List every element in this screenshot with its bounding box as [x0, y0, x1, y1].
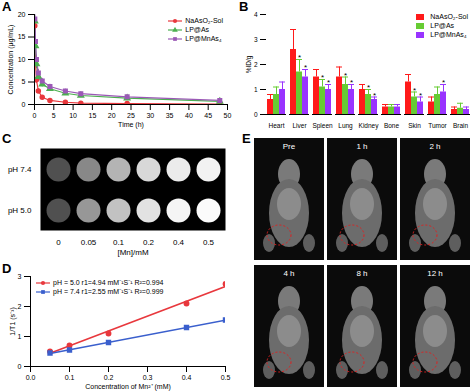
svg-text:Tumor: Tumor [428, 122, 447, 129]
svg-text:2: 2 [254, 61, 258, 68]
svg-text:%ID/g: %ID/g [245, 55, 253, 73]
svg-text:3: 3 [18, 273, 22, 280]
svg-text:*: * [367, 83, 370, 92]
svg-text:Brain: Brain [453, 122, 469, 129]
svg-text:25: 25 [127, 112, 135, 119]
svg-text:0: 0 [18, 363, 22, 370]
svg-text:0: 0 [22, 101, 26, 108]
svg-text:*: * [350, 78, 353, 87]
svg-text:15: 15 [18, 33, 26, 40]
svg-text:*: * [373, 91, 376, 100]
svg-text:0.4: 0.4 [173, 238, 185, 247]
svg-text:*: * [298, 53, 301, 62]
html-text:B: B [239, 0, 249, 14]
svg-text:Heart: Heart [269, 122, 285, 129]
svg-text:15: 15 [89, 112, 97, 119]
svg-text:2 h: 2 h [429, 142, 440, 151]
svg-text:1 h: 1 h [356, 142, 367, 151]
svg-text:20: 20 [108, 112, 116, 119]
svg-text:Concentration (μg/mL): Concentration (μg/mL) [7, 25, 15, 95]
svg-text:12 h: 12 h [427, 269, 443, 278]
svg-text:*: * [321, 73, 324, 82]
svg-text:20: 20 [18, 11, 26, 18]
html-text:D: D [2, 261, 12, 276]
svg-text:0: 0 [33, 112, 37, 119]
html-text:LP@As: LP@As [185, 26, 210, 33]
svg-text:pH 5.0: pH 5.0 [8, 206, 32, 215]
svg-text:1: 1 [18, 333, 22, 340]
html-text:LP@MnAs₄: LP@MnAs₄ [430, 31, 467, 38]
svg-text:Bone: Bone [384, 122, 400, 129]
svg-text:2: 2 [18, 303, 22, 310]
svg-text:0.05: 0.05 [81, 238, 97, 247]
svg-text:*: * [419, 91, 422, 100]
svg-text:Pre: Pre [283, 142, 296, 151]
html-text:pH = 5.0 r1=4.94 mM⁻¹S⁻¹ R²=0.: pH = 5.0 r1=4.94 mM⁻¹S⁻¹ R²=0.994 [53, 279, 164, 286]
svg-text:0.3: 0.3 [143, 374, 153, 381]
svg-text:*: * [327, 78, 330, 87]
svg-text:[Mn]/mM: [Mn]/mM [117, 248, 148, 257]
svg-text:5: 5 [52, 112, 56, 119]
svg-text:Skin: Skin [408, 122, 421, 129]
svg-text:0.1: 0.1 [65, 374, 75, 381]
svg-text:35: 35 [166, 112, 174, 119]
html-text:NaAsO₂-Sol: NaAsO₂-Sol [185, 17, 223, 24]
svg-text:*: * [413, 86, 416, 95]
svg-text:5: 5 [22, 78, 26, 85]
svg-text:0.2: 0.2 [104, 374, 114, 381]
html-text:A: A [2, 0, 12, 14]
html-text:LP@As: LP@As [430, 22, 455, 29]
svg-text:4 h: 4 h [283, 269, 294, 278]
html-text:LP@MnAs₄: LP@MnAs₄ [185, 35, 222, 42]
svg-text:0.2: 0.2 [143, 238, 155, 247]
html-text:E: E [242, 131, 251, 146]
svg-text:10: 10 [18, 56, 26, 63]
svg-text:Concentration of Mn²⁺ (mM): Concentration of Mn²⁺ (mM) [85, 383, 171, 391]
svg-text:1/T1 (s⁻¹): 1/T1 (s⁻¹) [9, 307, 17, 335]
svg-text:0.5: 0.5 [203, 238, 215, 247]
svg-text:3: 3 [254, 36, 258, 43]
svg-text:0: 0 [254, 111, 258, 118]
svg-text:30: 30 [146, 112, 154, 119]
html-text:pH = 7.4 r1=2.55 mM⁻¹S⁻¹ R²=0.: pH = 7.4 r1=2.55 mM⁻¹S⁻¹ R²=0.999 [53, 288, 164, 295]
svg-text:*: * [442, 78, 445, 87]
svg-text:0.1: 0.1 [113, 238, 125, 247]
svg-text:0.0: 0.0 [26, 374, 36, 381]
svg-text:40: 40 [185, 112, 193, 119]
svg-text:*: * [304, 63, 307, 72]
svg-text:50: 50 [224, 112, 232, 119]
svg-text:Spleen: Spleen [312, 122, 333, 130]
html-text:NaAsO₂-Sol: NaAsO₂-Sol [430, 13, 468, 20]
svg-text:0.5: 0.5 [221, 374, 231, 381]
svg-text:8 h: 8 h [356, 269, 367, 278]
svg-text:45: 45 [204, 112, 212, 119]
svg-text:Lung: Lung [338, 122, 353, 130]
svg-text:10: 10 [69, 112, 77, 119]
svg-text:Time (h): Time (h) [118, 121, 144, 129]
svg-text:*: * [344, 71, 347, 80]
svg-text:0: 0 [56, 238, 61, 247]
html-text:C: C [2, 131, 12, 146]
svg-text:Liver: Liver [292, 122, 307, 129]
svg-text:1: 1 [254, 86, 258, 93]
svg-text:0.4: 0.4 [182, 374, 192, 381]
svg-text:pH 7.4: pH 7.4 [8, 165, 32, 174]
svg-text:4: 4 [254, 11, 258, 18]
svg-text:Kidney: Kidney [359, 122, 380, 130]
